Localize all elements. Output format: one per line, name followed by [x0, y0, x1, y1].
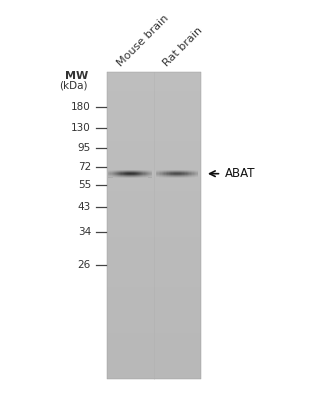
Bar: [107, 264, 201, 268]
Bar: [107, 372, 201, 376]
Text: Rat brain: Rat brain: [161, 25, 204, 68]
Bar: [107, 272, 201, 276]
Bar: [107, 95, 201, 99]
Bar: [107, 233, 201, 237]
Bar: [107, 164, 201, 168]
Bar: [107, 356, 201, 360]
Bar: [107, 329, 201, 333]
Bar: [107, 168, 201, 172]
Bar: [107, 280, 201, 283]
Text: 43: 43: [78, 202, 91, 212]
Bar: [107, 368, 201, 372]
Text: 95: 95: [78, 143, 91, 153]
Bar: [107, 76, 201, 80]
Bar: [107, 333, 201, 337]
Bar: [107, 118, 201, 122]
Bar: [107, 72, 201, 379]
Bar: [107, 230, 201, 233]
Bar: [107, 114, 201, 118]
Bar: [107, 206, 201, 210]
Text: 26: 26: [78, 260, 91, 270]
Bar: [107, 110, 201, 114]
Bar: [107, 137, 201, 141]
Bar: [107, 252, 201, 256]
Bar: [107, 122, 201, 126]
Bar: [107, 287, 201, 291]
Bar: [107, 160, 201, 164]
Bar: [107, 134, 201, 137]
Bar: [107, 276, 201, 280]
Bar: [107, 149, 201, 153]
Bar: [107, 341, 201, 345]
Text: 55: 55: [78, 180, 91, 190]
Bar: [107, 364, 201, 368]
Bar: [107, 103, 201, 107]
Bar: [107, 199, 201, 203]
Text: 130: 130: [71, 123, 91, 133]
Bar: [107, 176, 201, 180]
Bar: [107, 222, 201, 226]
Bar: [107, 345, 201, 348]
Bar: [107, 187, 201, 191]
Text: 34: 34: [78, 228, 91, 238]
Bar: [107, 195, 201, 199]
Bar: [107, 299, 201, 302]
Bar: [107, 352, 201, 356]
Text: MW: MW: [65, 71, 88, 81]
Bar: [107, 180, 201, 184]
Bar: [107, 226, 201, 230]
Bar: [107, 268, 201, 272]
Bar: [107, 145, 201, 149]
Bar: [107, 203, 201, 206]
Bar: [107, 80, 201, 84]
Bar: [107, 141, 201, 145]
Bar: [107, 153, 201, 156]
Bar: [107, 237, 201, 241]
Bar: [107, 260, 201, 264]
Bar: [107, 302, 201, 306]
Bar: [107, 249, 201, 252]
Bar: [107, 245, 201, 249]
Bar: [107, 314, 201, 318]
Text: 72: 72: [78, 162, 91, 172]
Bar: [107, 218, 201, 222]
Bar: [107, 91, 201, 95]
Bar: [107, 295, 201, 299]
Text: 180: 180: [71, 102, 91, 112]
Bar: [107, 172, 201, 176]
Bar: [107, 360, 201, 364]
Bar: [107, 107, 201, 110]
Bar: [107, 241, 201, 245]
Text: (kDa): (kDa): [59, 80, 88, 90]
Bar: [107, 348, 201, 352]
Bar: [107, 156, 201, 160]
Bar: [107, 214, 201, 218]
Bar: [107, 72, 201, 76]
Bar: [107, 126, 201, 130]
Bar: [107, 191, 201, 195]
Bar: [107, 337, 201, 341]
Bar: [107, 210, 201, 214]
Bar: [107, 322, 201, 326]
Text: Mouse brain: Mouse brain: [115, 13, 171, 68]
Text: ABAT: ABAT: [224, 167, 255, 180]
Bar: [107, 310, 201, 314]
Bar: [107, 88, 201, 91]
Bar: [107, 291, 201, 295]
Bar: [107, 318, 201, 322]
Bar: [107, 184, 201, 187]
Bar: [107, 130, 201, 134]
Bar: [107, 99, 201, 103]
Bar: [107, 256, 201, 260]
Bar: [107, 84, 201, 88]
Bar: [107, 376, 201, 379]
Bar: [107, 306, 201, 310]
Bar: [107, 326, 201, 329]
Bar: [107, 283, 201, 287]
